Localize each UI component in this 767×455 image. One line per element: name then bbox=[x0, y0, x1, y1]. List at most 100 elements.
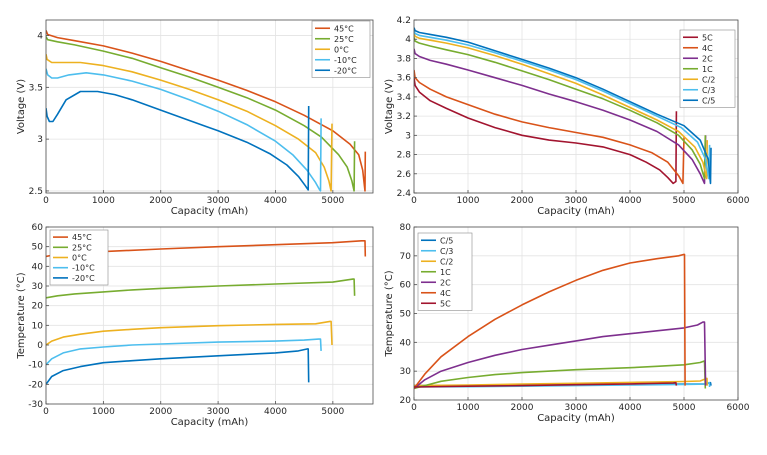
x-tick-label: 1000 bbox=[457, 403, 480, 413]
x-tick-label: 2000 bbox=[149, 407, 172, 417]
y-axis-label: Temperature (°C) bbox=[16, 272, 27, 359]
x-tick-label: 2000 bbox=[511, 196, 534, 206]
x-tick-label: 5000 bbox=[673, 196, 696, 206]
legend-label-2: 25°C bbox=[334, 35, 354, 44]
x-tick-label: 0 bbox=[43, 196, 49, 206]
y-tick-label: 3.4 bbox=[397, 93, 412, 103]
series-line-5 bbox=[414, 321, 707, 390]
x-axis-label: Capacity (mAh) bbox=[537, 413, 615, 424]
series-line-4 bbox=[414, 37, 707, 180]
x-tick-label: 5000 bbox=[321, 196, 344, 206]
x-tick-label: 3000 bbox=[207, 196, 230, 206]
y-tick-label: 50 bbox=[400, 310, 412, 320]
series-line-2 bbox=[414, 69, 685, 185]
y-tick-label: 3.2 bbox=[397, 112, 411, 122]
y-tick-label: 2.6 bbox=[397, 170, 412, 180]
legend-label-1: C/5 bbox=[440, 236, 453, 245]
legend-label-4: 1C bbox=[440, 268, 451, 277]
axes-box bbox=[45, 19, 374, 194]
series-line-6 bbox=[414, 253, 686, 389]
series-line-5 bbox=[414, 33, 708, 180]
y-tick-label: 20 bbox=[400, 396, 412, 406]
legend-label-3: 2C bbox=[702, 54, 713, 63]
legend-label-5: -20°C bbox=[334, 66, 357, 75]
x-tick-label: 1000 bbox=[457, 196, 480, 206]
x-tick-label: 5000 bbox=[321, 407, 344, 417]
x-tick-label: 2000 bbox=[149, 196, 172, 206]
x-tick-label: 5000 bbox=[673, 403, 696, 413]
legend-label-3: 0°C bbox=[72, 254, 87, 263]
y-axis-label: Temperature (°C) bbox=[384, 270, 395, 357]
y-tick-label: 3.6 bbox=[397, 74, 412, 84]
x-tick-label: 4000 bbox=[619, 403, 642, 413]
y-tick-label: 3 bbox=[405, 131, 411, 141]
series-line-4 bbox=[46, 338, 322, 366]
legend: 45°C25°C0°C-10°C-20°C bbox=[49, 229, 109, 286]
chart-panel-1: 0 1000 2000 3000 4000 5000 2.5 3 3.5 4 Capacity (m… bbox=[16, 19, 374, 217]
y-tick-label: -10 bbox=[28, 361, 43, 371]
x-tick-label: 0 bbox=[411, 196, 417, 206]
y-tick-label: 40 bbox=[32, 262, 44, 272]
y-tick-label: 50 bbox=[32, 243, 44, 253]
y-tick-label: 2.5 bbox=[29, 187, 43, 197]
legend-label-3: C/2 bbox=[440, 257, 453, 266]
y-tick-label: 0 bbox=[37, 341, 43, 351]
y-tick-label: 30 bbox=[400, 367, 412, 377]
legend-label-5: -20°C bbox=[72, 274, 95, 283]
y-tick-label: -30 bbox=[28, 400, 43, 410]
x-axis-label: Capacity (mAh) bbox=[171, 417, 249, 428]
legend-label-5: C/2 bbox=[702, 75, 715, 84]
series-line-7 bbox=[414, 381, 678, 388]
x-tick-label: 4000 bbox=[264, 196, 287, 206]
legend-label-6: C/3 bbox=[702, 86, 715, 95]
series-line-4 bbox=[414, 360, 707, 390]
series-group bbox=[46, 30, 367, 192]
series-line-1 bbox=[414, 77, 678, 185]
legend-label-4: 1C bbox=[702, 65, 713, 74]
series-line-2 bbox=[46, 278, 356, 299]
y-tick-label: 10 bbox=[32, 321, 44, 331]
series-group bbox=[414, 253, 712, 390]
legend-label-2: 25°C bbox=[72, 243, 92, 252]
y-tick-label: 4 bbox=[37, 32, 43, 42]
y-tick-label: 2.4 bbox=[397, 189, 412, 199]
legend-label-1: 5C bbox=[702, 33, 713, 42]
x-tick-label: 3000 bbox=[565, 403, 588, 413]
y-tick-label: -20 bbox=[28, 380, 43, 390]
legend: 45°C25°C0°C-10°C-20°C bbox=[311, 20, 371, 78]
series-line-5 bbox=[46, 90, 310, 191]
series-line-5 bbox=[46, 348, 310, 385]
y-tick-label: 60 bbox=[400, 281, 412, 291]
y-tick-label: 4.2 bbox=[397, 16, 411, 26]
legend-label-7: C/5 bbox=[702, 96, 715, 105]
y-axis-label: Voltage (V) bbox=[384, 79, 395, 134]
legend-label-2: C/3 bbox=[440, 247, 453, 256]
x-tick-label: 6000 bbox=[727, 403, 750, 413]
y-tick-label: 4 bbox=[405, 35, 411, 45]
series-line-4 bbox=[46, 68, 322, 192]
y-tick-label: 3.5 bbox=[29, 83, 43, 93]
y-tick-label: 80 bbox=[400, 223, 412, 233]
x-axis-label: Capacity (mAh) bbox=[171, 206, 249, 217]
legend-label-7: 5C bbox=[440, 299, 451, 308]
series-line-1 bbox=[46, 30, 367, 192]
legend-label-3: 0°C bbox=[334, 45, 349, 54]
x-tick-label: 1000 bbox=[92, 407, 115, 417]
chart-panel-2: 0 1000 2000 3000 4000 5000 6000 2.4 2.6 2.8 3 3.2 3.… bbox=[384, 16, 750, 217]
y-tick-label: 20 bbox=[32, 302, 44, 312]
y-tick-label: 3 bbox=[37, 135, 43, 145]
legend-label-6: 4C bbox=[440, 289, 451, 298]
series-group bbox=[414, 27, 712, 185]
series-line-3 bbox=[414, 48, 707, 185]
x-tick-label: 6000 bbox=[727, 196, 750, 206]
series-line-3 bbox=[46, 320, 333, 346]
y-tick-label: 60 bbox=[32, 223, 44, 233]
x-axis-label: Capacity (mAh) bbox=[537, 206, 615, 217]
x-tick-label: 3000 bbox=[207, 407, 230, 417]
y-tick-label: 3.8 bbox=[397, 54, 412, 64]
x-tick-label: 0 bbox=[411, 403, 417, 413]
y-tick-label: 40 bbox=[400, 338, 412, 348]
